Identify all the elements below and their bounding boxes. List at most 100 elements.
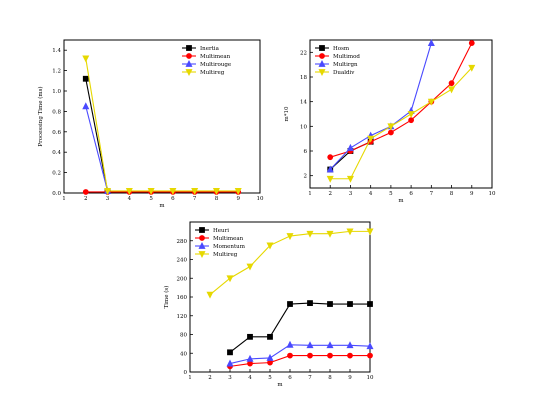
- legend-label: Dualdiv: [333, 70, 355, 76]
- x-tick-label: 10: [257, 196, 264, 202]
- x-tick-label: 6: [288, 375, 292, 381]
- data-point: [147, 188, 155, 195]
- x-tick-label: 9: [236, 196, 240, 202]
- data-point: [346, 175, 354, 183]
- data-point: [347, 301, 353, 307]
- x-tick-label: 2: [84, 196, 88, 202]
- y-tick-label: 80: [180, 333, 187, 339]
- data-point: [125, 188, 133, 195]
- legend-marker: [199, 227, 205, 233]
- x-tick-label: 5: [268, 375, 272, 381]
- legend-label: Multireg: [200, 70, 225, 76]
- x-tick-label: 9: [470, 191, 474, 197]
- data-point: [286, 340, 294, 348]
- y-tick-label: 6: [304, 149, 308, 155]
- legend-marker: [185, 59, 193, 67]
- data-point: [267, 359, 273, 366]
- x-tick-label: 3: [349, 191, 353, 197]
- data-point: [307, 352, 313, 359]
- data-point: [367, 135, 375, 143]
- data-point: [226, 359, 234, 367]
- data-point: [387, 129, 394, 136]
- x-tick-label: 6: [409, 191, 413, 197]
- x-tick-label: 7: [193, 196, 197, 202]
- legend-marker: [318, 59, 326, 67]
- legend-label: Hosm: [333, 46, 350, 52]
- data-point: [407, 111, 415, 119]
- data-point: [206, 291, 214, 299]
- data-point: [427, 39, 435, 46]
- data-point: [212, 188, 220, 195]
- x-tick-label: 7: [430, 191, 434, 197]
- x-tick-label: 10: [367, 375, 374, 381]
- legend-marker: [199, 235, 205, 241]
- legend-marker: [319, 45, 325, 51]
- x-tick-label: 3: [228, 375, 232, 381]
- y-tick-label: 160: [177, 295, 188, 301]
- y-tick-label: 0.8: [52, 109, 61, 115]
- data-point: [246, 354, 254, 362]
- y-tick-label: 1.4: [52, 48, 61, 54]
- data-point: [327, 352, 333, 359]
- legend-marker: [186, 45, 192, 51]
- x-tick-label: 6: [171, 196, 175, 202]
- x-axis-label: m: [398, 198, 404, 204]
- data-point: [306, 230, 314, 238]
- y-axis-label: m*10: [284, 106, 290, 121]
- data-point: [408, 117, 415, 124]
- series-line-2: [229, 355, 370, 367]
- data-point: [247, 333, 253, 340]
- series-line-3: [85, 106, 109, 192]
- x-tick-label: 5: [389, 191, 393, 197]
- series-line-4: [85, 58, 239, 192]
- x-tick-label: 4: [248, 375, 252, 381]
- legend-marker: [186, 53, 192, 59]
- chart-panel-1: 1 2 3 4 5 6 7 8 9 10 0.0 0.2 0.4 0.6 0.8 1.0 1.2 1.4 m Proc…: [37, 39, 264, 209]
- legend-marker: [185, 69, 193, 77]
- series-line-1: [85, 78, 109, 192]
- y-tick-label: 14: [300, 100, 307, 106]
- y-tick-label: 10: [300, 124, 307, 130]
- legend-label: Momentum: [213, 244, 246, 250]
- series-line-3: [329, 42, 432, 170]
- data-point: [326, 341, 334, 349]
- data-point: [267, 333, 273, 340]
- data-point: [169, 188, 177, 195]
- legend-label: Heuri: [213, 228, 229, 234]
- y-tick-label: 18: [300, 75, 307, 81]
- data-point: [266, 353, 274, 361]
- legend-marker: [318, 69, 326, 77]
- y-tick-label: 240: [177, 258, 188, 264]
- y-tick-label: 0.6: [52, 130, 61, 136]
- data-point: [427, 98, 435, 106]
- series-line-2: [330, 42, 473, 158]
- data-point: [387, 123, 395, 131]
- x-axis-label: m: [277, 382, 283, 388]
- x-tick-label: 1: [308, 191, 312, 197]
- data-point: [82, 189, 89, 195]
- x-tick-label: 5: [149, 196, 153, 202]
- chart-panel-2: 1 2 3 4 5 6 7 8 9 10 2 6 10 14 18 22 m m*10 Hosm Multimod Mu…: [284, 39, 496, 204]
- data-point: [366, 342, 374, 350]
- data-point: [347, 352, 353, 359]
- data-point: [191, 188, 199, 195]
- x-tick-label: 8: [450, 191, 454, 197]
- series-line-1: [229, 302, 370, 353]
- data-point: [82, 102, 90, 110]
- y-tick-label: 0: [184, 370, 188, 376]
- data-point: [287, 352, 293, 359]
- x-tick-label: 9: [348, 375, 352, 381]
- legend-label: Multirgn: [333, 62, 358, 68]
- legend-label: Multimean: [213, 236, 244, 242]
- data-point: [367, 352, 373, 359]
- x-tick-label: 2: [208, 375, 212, 381]
- data-point: [468, 64, 476, 72]
- legend-label: Inertia: [200, 46, 220, 52]
- data-point: [234, 188, 242, 195]
- data-point: [247, 360, 253, 367]
- x-tick-label: 10: [489, 191, 496, 197]
- legend-marker: [198, 251, 206, 259]
- y-tick-label: 0.0: [52, 191, 61, 197]
- legend-marker: [198, 241, 206, 249]
